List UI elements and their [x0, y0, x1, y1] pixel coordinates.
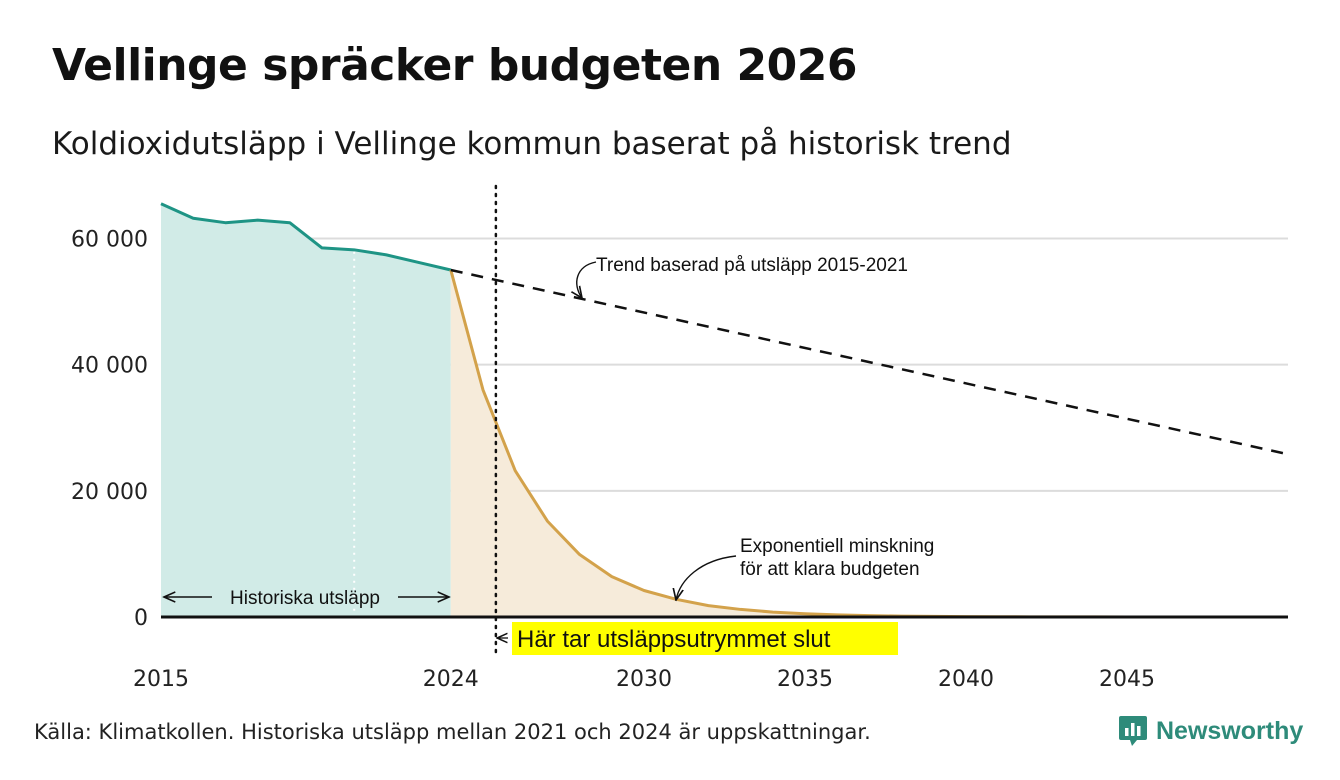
chart-subtitle: Koldioxidutsläpp i Vellinge kommun baser…	[52, 126, 1012, 162]
historical-line	[160, 202, 452, 272]
historical-label: Historiska utsläpp	[230, 588, 380, 609]
newsworthy-logo-icon	[1119, 716, 1147, 746]
y-tick-label: 0	[134, 606, 148, 631]
y-tick-label: 60 000	[71, 227, 148, 252]
source-note: Källa: Klimatkollen. Historiska utsläpp …	[34, 720, 871, 744]
annotations: Trend baserad på utsläpp 2015-2021 Expone…	[164, 255, 934, 655]
emissions-chart: 0 20 000 40 000 60 000 2015 2024 2030 2035 2040 2…	[71, 184, 1289, 692]
trend-annotation-arrow	[577, 261, 597, 298]
area-fills	[161, 203, 1288, 617]
exp-annotation-line2: för att klara budgeten	[740, 559, 920, 580]
brand-name: Newsworthy	[1156, 716, 1304, 745]
x-tick-label: 2040	[938, 667, 994, 692]
trend-annotation: Trend baserad på utsläpp 2015-2021	[596, 255, 908, 276]
x-tick-label: 2045	[1099, 667, 1155, 692]
exp-annotation-arrow	[676, 555, 737, 600]
y-tick-label: 40 000	[71, 354, 148, 379]
axes: 0 20 000 40 000 60 000 2015 2024 2030 2035 2040 2…	[71, 184, 1288, 692]
budget-area	[450, 270, 1288, 617]
x-tick-label: 2024	[423, 667, 479, 692]
historical-area	[161, 203, 451, 617]
exp-annotation-line1: Exponentiell minskning	[740, 536, 934, 557]
x-tick-label: 2030	[616, 667, 672, 692]
budget-end-label: Här tar utsläppsutrymmet slut	[517, 626, 831, 653]
trend-line	[450, 268, 1289, 456]
budget-end-highlight	[512, 622, 898, 655]
brand-logo: Newsworthy	[1118, 714, 1303, 748]
y-tick-label: 20 000	[71, 480, 148, 505]
x-tick-label: 2015	[133, 667, 189, 692]
chart-title: Vellinge spräcker budgeten 2026	[52, 40, 857, 91]
x-tick-label: 2035	[777, 667, 833, 692]
